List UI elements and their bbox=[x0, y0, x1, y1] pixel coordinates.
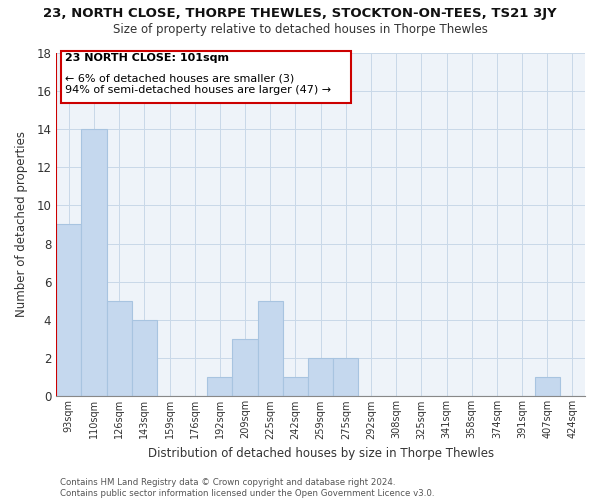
Text: 23, NORTH CLOSE, THORPE THEWLES, STOCKTON-ON-TEES, TS21 3JY: 23, NORTH CLOSE, THORPE THEWLES, STOCKTO… bbox=[43, 8, 557, 20]
Text: 23 NORTH CLOSE: 101sqm
← 6% of detached houses are smaller (3)
94% of semi-detac: 23 NORTH CLOSE: 101sqm ← 6% of detached … bbox=[0, 499, 1, 500]
FancyBboxPatch shape bbox=[61, 50, 351, 103]
Bar bbox=[283, 378, 308, 396]
Bar bbox=[207, 378, 232, 396]
Bar bbox=[82, 129, 107, 396]
Bar bbox=[132, 320, 157, 396]
Y-axis label: Number of detached properties: Number of detached properties bbox=[15, 132, 28, 318]
Text: Contains HM Land Registry data © Crown copyright and database right 2024.
Contai: Contains HM Land Registry data © Crown c… bbox=[60, 478, 434, 498]
Bar bbox=[535, 378, 560, 396]
Bar bbox=[257, 301, 283, 396]
Text: ← 6% of detached houses are smaller (3)
94% of semi-detached houses are larger (: ← 6% of detached houses are smaller (3) … bbox=[65, 74, 331, 95]
Text: 23 NORTH CLOSE: 101sqm: 23 NORTH CLOSE: 101sqm bbox=[65, 54, 229, 64]
Bar bbox=[232, 339, 257, 396]
Bar bbox=[56, 224, 82, 396]
X-axis label: Distribution of detached houses by size in Thorpe Thewles: Distribution of detached houses by size … bbox=[148, 447, 494, 460]
Bar bbox=[308, 358, 333, 397]
Text: Size of property relative to detached houses in Thorpe Thewles: Size of property relative to detached ho… bbox=[113, 22, 487, 36]
Bar bbox=[107, 301, 132, 396]
Bar bbox=[333, 358, 358, 397]
